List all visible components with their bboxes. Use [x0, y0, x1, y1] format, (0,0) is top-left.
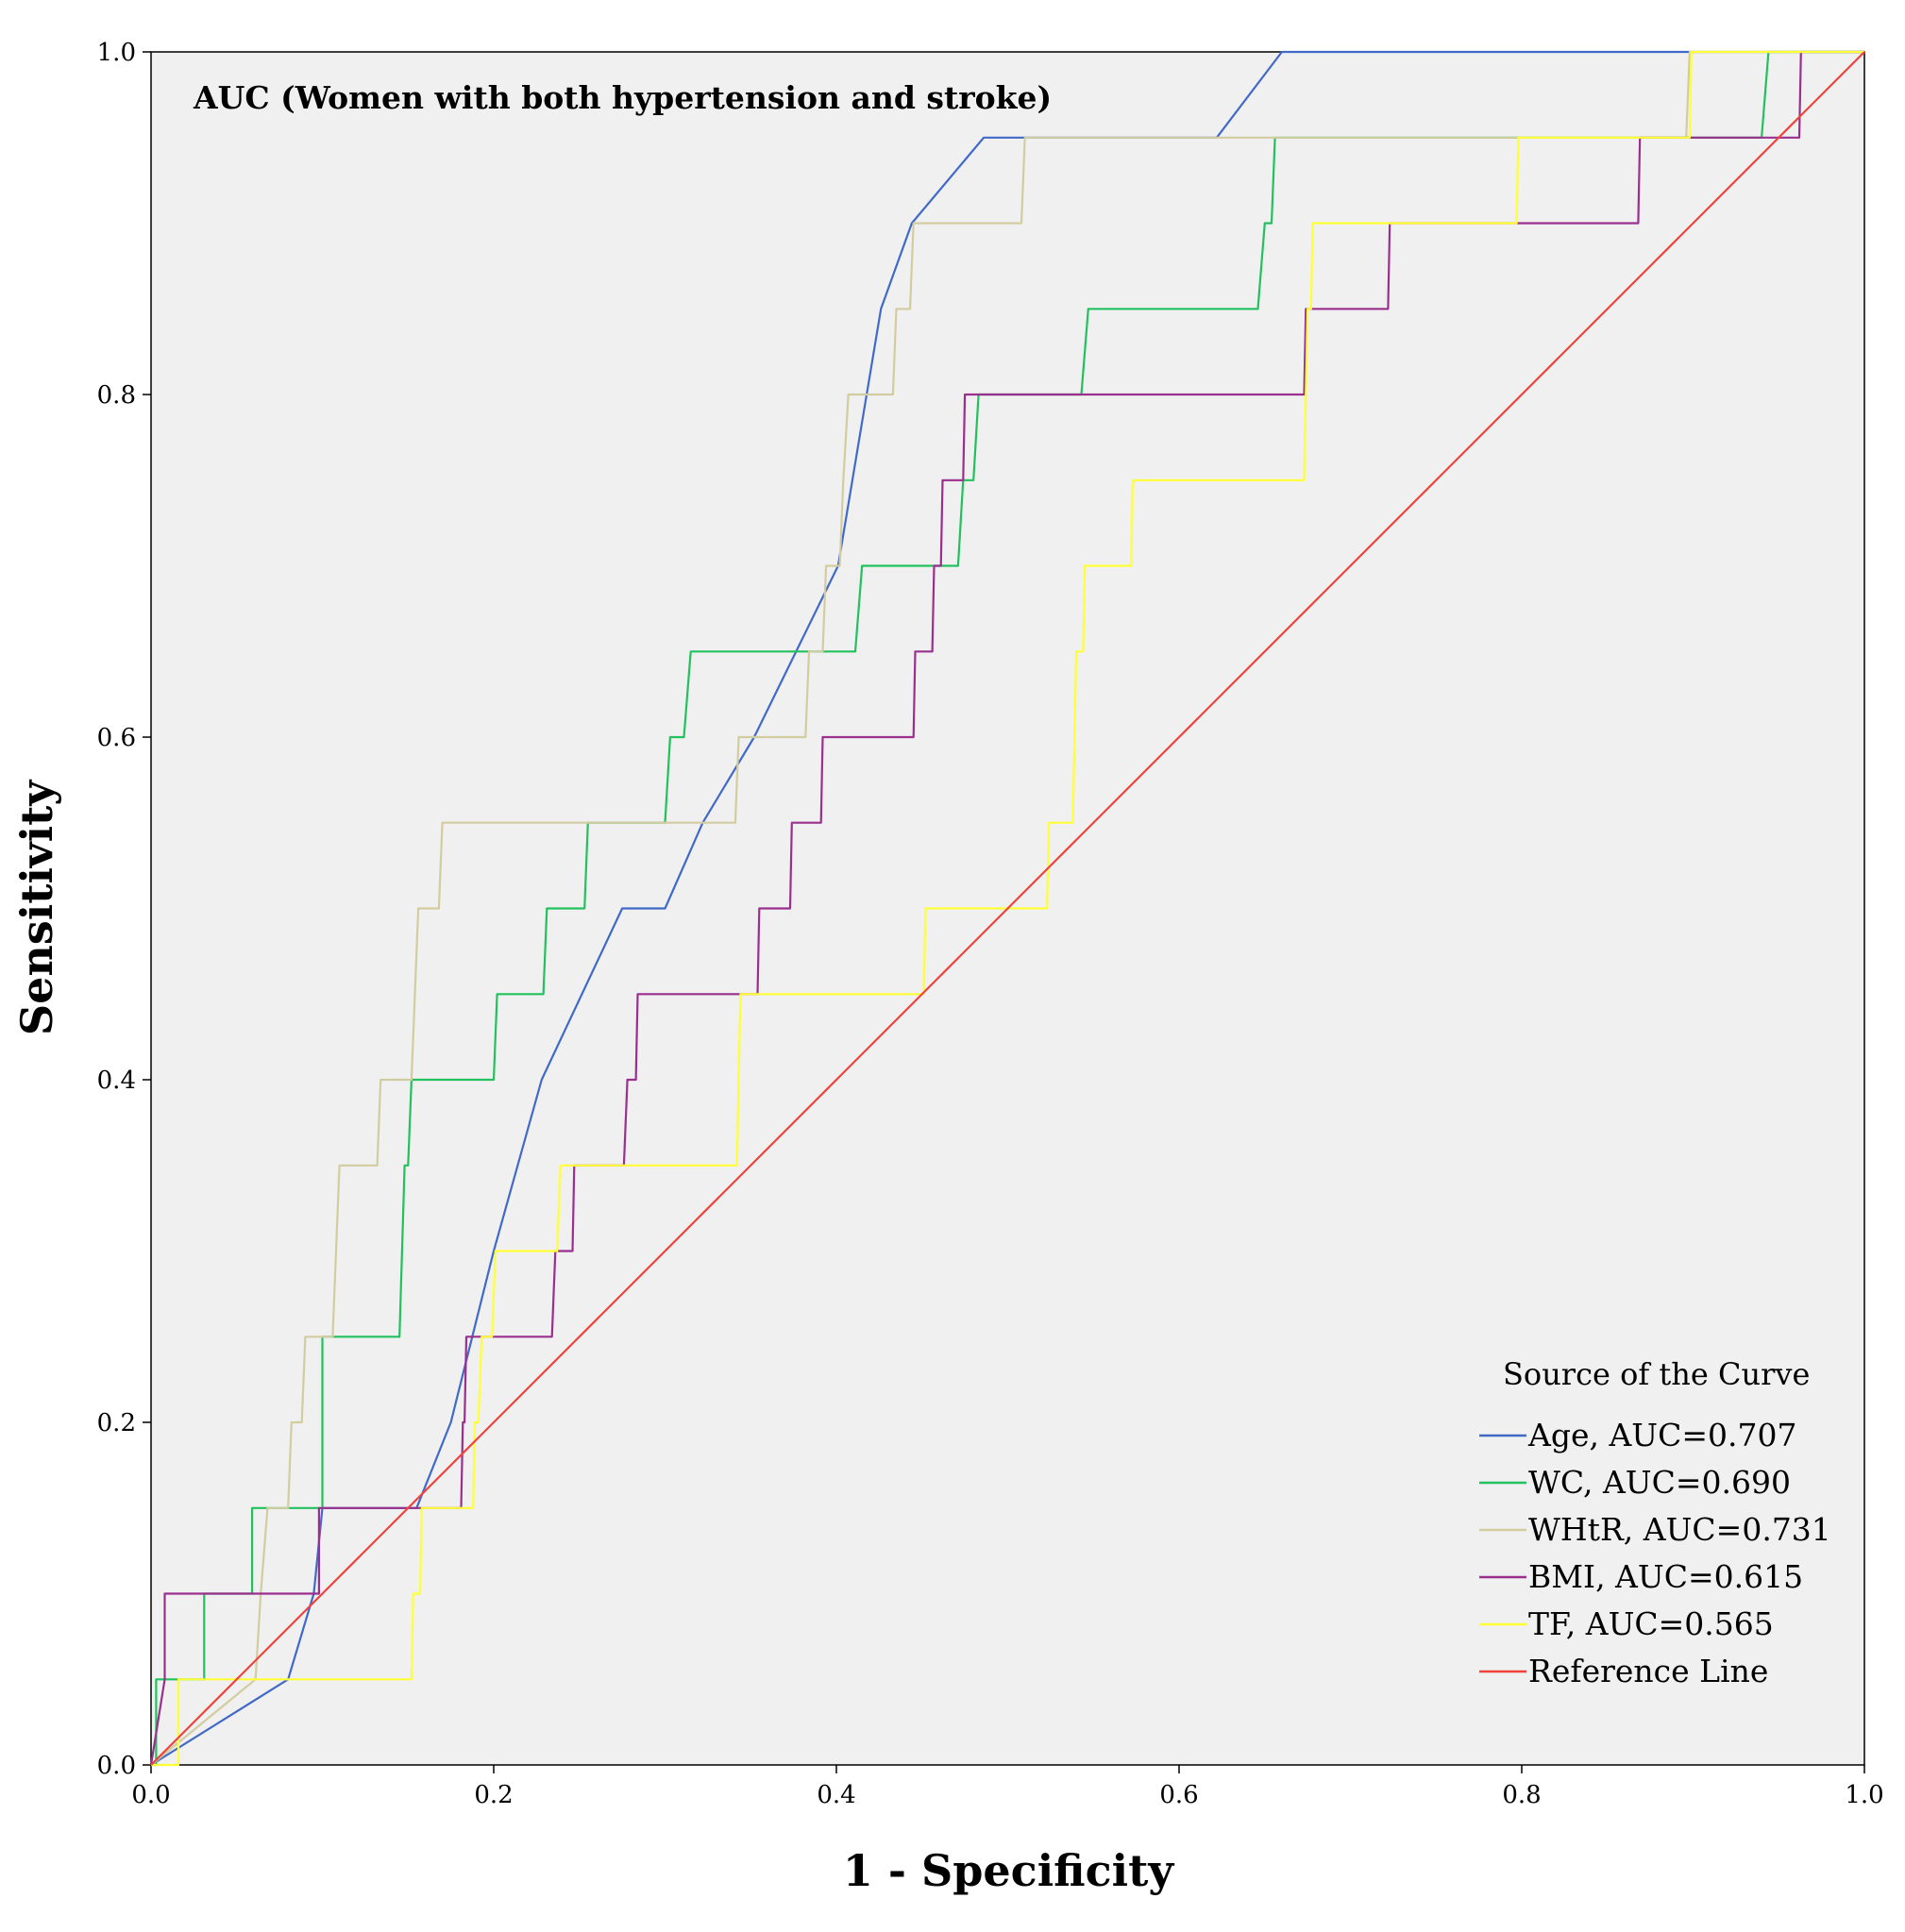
chart-title: AUC (Women with both hypertension and st…: [193, 79, 1052, 116]
legend: Source of the Curve Age, AUC=0.707 WC, AU…: [1479, 1356, 1831, 1689]
legend-label: Age, AUC=0.707: [1527, 1417, 1796, 1453]
legend-label: BMI, AUC=0.615: [1528, 1558, 1803, 1595]
axis-ticks: 0.0 0.2 0.4 0.6 0.8 1.0 0.0 0.2 0.4 0.6 0.8 1.0: [97, 39, 1884, 1809]
legend-label: Reference Line: [1528, 1653, 1768, 1689]
x-axis-title: 1 - Specificity: [843, 1845, 1174, 1896]
y-tick-label: 1.0: [97, 39, 136, 67]
y-tick-label: 0.0: [97, 1752, 136, 1780]
legend-label: WHtR, AUC=0.731: [1528, 1511, 1831, 1548]
x-tick-label: 1.0: [1845, 1781, 1883, 1809]
x-tick-label: 0.8: [1502, 1781, 1541, 1809]
y-axis-title: Sensitivity: [11, 780, 62, 1035]
series-line-whtr: [150, 50, 1864, 1766]
legend-label: WC, AUC=0.690: [1528, 1464, 1791, 1501]
series-line-bmi: [149, 50, 1864, 1766]
series-line-tf: [151, 50, 1864, 1767]
y-tick-label: 0.2: [97, 1409, 136, 1437]
series-layer: [149, 50, 1865, 1767]
x-tick-label: 0.4: [817, 1781, 855, 1809]
x-tick-label: 0.6: [1159, 1781, 1198, 1809]
y-tick-label: 0.4: [97, 1067, 136, 1095]
legend-label: TF, AUC=0.565: [1528, 1605, 1774, 1642]
x-tick-label: 0.0: [131, 1781, 170, 1809]
series-line-reference-line: [150, 51, 1865, 1766]
y-tick-label: 0.6: [97, 724, 136, 752]
legend-title: Source of the Curve: [1503, 1356, 1810, 1392]
x-tick-label: 0.2: [474, 1781, 513, 1809]
y-tick-label: 0.8: [97, 381, 136, 410]
